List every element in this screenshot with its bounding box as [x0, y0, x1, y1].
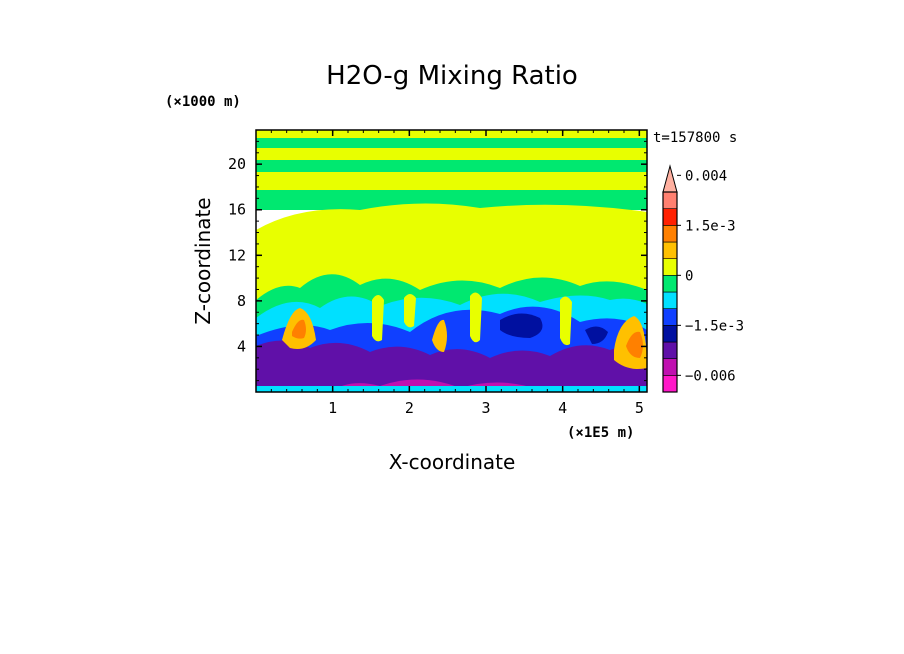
colorbar-swatch	[662, 258, 678, 276]
plume-orange-right-core	[626, 331, 643, 358]
x-axis-ticks: 1 2 3 4 5	[270, 130, 644, 417]
colorbar-swatch	[662, 241, 678, 259]
colorbar-swatch	[662, 225, 678, 243]
colorbar: 0.004 1.5e-3 0 −1.5e-3 −0.006	[662, 164, 744, 393]
x-tick-label: 5	[635, 399, 644, 417]
colorbar-extend-triangle	[662, 164, 678, 193]
time-label: t=157800 s	[653, 130, 737, 146]
x-axis-label: X-coordinate	[389, 450, 516, 474]
plume-yellow-1	[372, 295, 384, 342]
colorbar-swatch	[662, 375, 678, 393]
y-axis-label: Z-coordinate	[191, 197, 215, 324]
colorbar-swatch	[662, 275, 678, 293]
colorbar-frame	[662, 191, 678, 393]
plume-yellow-2	[470, 292, 482, 343]
colorbar-swatch	[662, 341, 678, 359]
contour-field	[256, 130, 647, 392]
colorbar-swatch	[662, 291, 678, 309]
layer-bottom-cyan	[256, 386, 647, 392]
x-tick-label: 3	[481, 399, 490, 417]
colorbar-swatch	[662, 191, 678, 209]
colorbar-tick-label: −1.5e-3	[685, 318, 744, 334]
layer-band-yellow-2	[256, 172, 647, 190]
plume-orange-left-core	[292, 319, 306, 339]
colorbar-swatch	[662, 358, 678, 376]
colorbar-tick-label: −0.006	[685, 368, 736, 384]
plume-orange-mid	[432, 319, 447, 352]
y-unit-label: (×1000 m)	[165, 94, 241, 110]
chart-title: H2O-g Mixing Ratio	[326, 61, 578, 91]
colorbar-tick-label: 0	[685, 268, 693, 284]
plume-yellow-4	[404, 294, 416, 328]
y-tick-label: 12	[228, 246, 246, 264]
colorbar-tick-label: 1.5e-3	[685, 218, 736, 234]
plume-navy	[500, 313, 543, 338]
y-tick-label: 16	[228, 201, 246, 219]
layer-upper-green	[256, 130, 647, 210]
layer-mid-yellow	[256, 203, 647, 300]
colorbar-swatch	[662, 208, 678, 226]
x-tick-label: 2	[405, 399, 414, 417]
plot-frame	[255, 129, 648, 393]
colorbar-tick-label: 0.004	[685, 168, 727, 184]
layer-top-yellow-band	[256, 130, 647, 138]
plume-yellow-3	[560, 296, 572, 346]
colorbar-swatch	[662, 308, 678, 326]
y-tick-label: 4	[237, 337, 246, 355]
y-tick-label: 20	[228, 155, 246, 173]
y-tick-label: 8	[237, 292, 246, 310]
x-tick-label: 1	[328, 399, 337, 417]
layer-purple	[256, 340, 647, 392]
colorbar-swatch	[662, 325, 678, 343]
y-axis-ticks: 4 8 12 16 20	[228, 140, 647, 382]
layer-band-yellow-1	[256, 148, 647, 160]
x-tick-label: 4	[558, 399, 567, 417]
x-unit-label: (×1E5 m)	[567, 425, 634, 441]
plume-navy-2	[585, 326, 608, 344]
